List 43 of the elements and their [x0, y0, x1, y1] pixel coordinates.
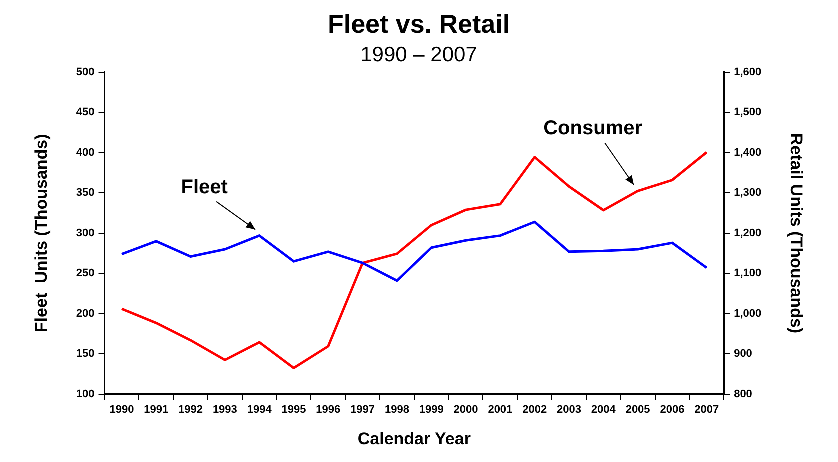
- y-tick-label: 350: [76, 187, 95, 200]
- x-tick-label: 1994: [247, 404, 273, 416]
- y2-axis-title: Retail Units (Thousands): [787, 133, 806, 334]
- y-tick-label: 200: [76, 308, 95, 320]
- y2-tick-label: 900: [734, 348, 752, 360]
- x-tick-label: 1996: [316, 404, 341, 416]
- x-tick-label: 1997: [350, 404, 376, 416]
- x-tick-label: 2007: [694, 404, 720, 416]
- x-tick-label: 1992: [178, 404, 204, 416]
- y-tick-label: 450: [76, 106, 95, 119]
- y2-tick-label: 1,100: [734, 268, 762, 280]
- y-tick-label: 150: [76, 348, 95, 360]
- x-tick-label: 2006: [660, 404, 685, 416]
- x-tick-label: 1998: [384, 404, 410, 416]
- text: Fleet: [181, 176, 228, 198]
- y-tick-label: 400: [76, 146, 95, 159]
- x-tick-label: 2004: [591, 404, 617, 416]
- x-tick-label: 2001: [488, 404, 513, 416]
- x-axis-title: Calendar Year: [358, 429, 472, 448]
- y-tick-label: 500: [76, 66, 95, 78]
- y2-tick-label: 1,000: [734, 308, 762, 320]
- y2-tick-label: 1,200: [734, 227, 762, 240]
- y2-tick-label: 800: [734, 388, 752, 400]
- series-label: Consumer: [544, 118, 643, 140]
- chart-title: Fleet vs. Retail: [328, 8, 510, 39]
- y-tick-label: 100: [76, 388, 95, 400]
- x-tick-label: 1993: [212, 404, 238, 416]
- y-tick-label: 300: [76, 227, 95, 240]
- y-tick-label: 250: [76, 268, 95, 280]
- y2-tick-label: 1,300: [734, 187, 762, 200]
- y2-tick-label: 1,600: [734, 66, 762, 78]
- x-tick-label: 1991: [144, 404, 169, 416]
- x-tick-label: 2002: [522, 404, 548, 416]
- x-tick-label: 1999: [419, 404, 444, 416]
- x-tick-label: 2000: [454, 404, 478, 416]
- chart-subtitle: 1990 – 2007: [360, 44, 478, 67]
- x-tick-label: 1995: [282, 404, 306, 416]
- x-tick-label: 1990: [110, 404, 134, 416]
- y2-tick-label: 1,500: [734, 106, 762, 119]
- x-tick-label: 2003: [557, 404, 582, 416]
- y-axis-title: Fleet Units (Thousands): [32, 134, 51, 333]
- x-tick-label: 2005: [626, 404, 650, 416]
- y2-tick-label: 1,400: [734, 146, 762, 159]
